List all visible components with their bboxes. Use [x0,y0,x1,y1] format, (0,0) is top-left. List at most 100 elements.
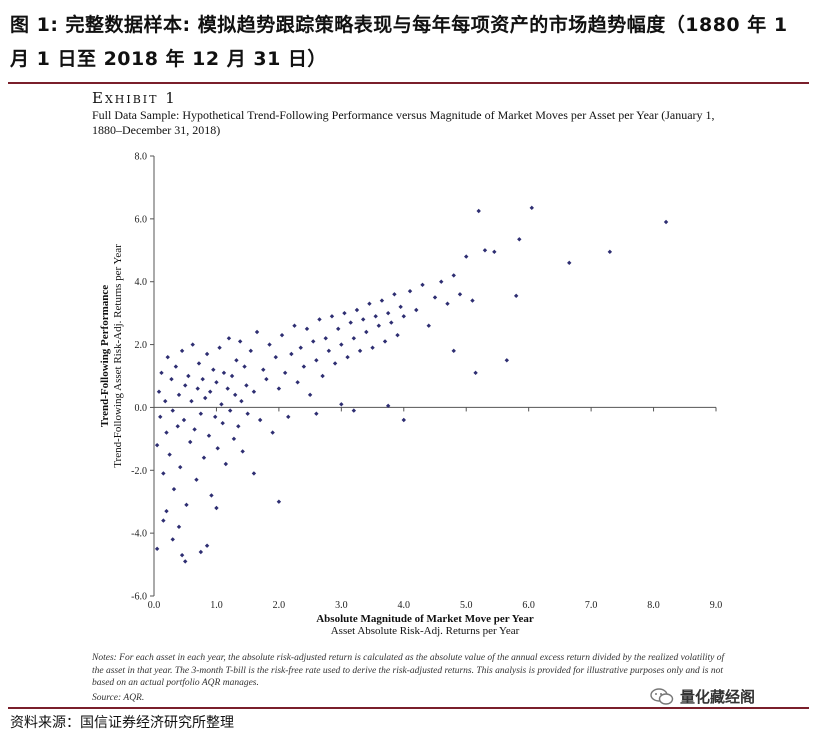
data-point [203,395,208,401]
data-point [176,392,182,398]
data-point [200,376,205,382]
figure-title: 图 1: 完整数据样本: 模拟趋势跟踪策略表现与每年每项资产的市场趋势幅度（18… [10,14,788,70]
data-point [482,248,488,253]
data-point [457,292,463,297]
y-tick-label: -6.0 [131,592,147,603]
data-point [156,389,162,394]
data-point [401,417,406,423]
data-point [232,392,238,398]
y-axis-title: Trend-Following Performance [99,285,111,427]
data-point [432,295,438,300]
data-point [392,292,397,297]
data-point [607,249,613,255]
x-tick-label: 3.0 [335,600,348,611]
data-point [165,354,170,360]
data-point [301,364,307,369]
data-point [529,205,534,211]
data-point [161,471,166,476]
data-point [567,260,572,266]
wechat-icon [650,687,674,706]
data-point [360,317,366,322]
data-point [183,383,188,388]
x-axis-subtitle: Asset Absolute Risk-Adj. Returns per Yea… [331,625,520,637]
data-point [314,358,319,363]
watermark: 量化藏经阁 [650,686,755,707]
data-point [320,373,325,379]
data-point [214,380,219,385]
data-point [473,370,478,376]
data-point [370,345,375,350]
data-point [264,376,269,382]
y-tick-label: 2.0 [135,340,148,351]
data-point [183,559,188,564]
data-point [385,310,391,316]
data-point [304,326,310,332]
footer-source: 资料来源：国信证券经济研究所整理 [10,715,234,731]
data-point [161,518,166,523]
chart-labels: Absolute Magnitude of Market Move per Ye… [99,244,534,637]
data-point [167,452,172,457]
data-point [492,249,497,255]
data-point [204,351,210,357]
data-point [170,408,175,413]
data-point [354,307,360,313]
data-point [470,298,475,303]
y-tick-label: 6.0 [135,214,148,225]
data-point [220,420,225,426]
y-tick-label: -2.0 [131,466,147,477]
x-tick-label: 0.0 [148,600,161,611]
data-point [196,361,202,366]
watermark-text: 量化藏经阁 [680,688,756,706]
data-point [178,464,183,470]
data-point [345,354,350,360]
data-point [170,537,175,542]
x-tick-label: 5.0 [460,600,473,611]
data-point [279,332,285,338]
data-point [476,208,481,214]
notes-source: Source: AQR. [92,692,145,703]
data-point [251,389,257,394]
data-point [190,342,195,347]
data-point [231,436,237,442]
data-point [364,329,369,335]
exhibit-label: Exhibit 1 [92,89,177,107]
data-point [339,402,344,407]
data-point [195,386,200,391]
y-tick-label: -4.0 [131,529,147,540]
data-point [504,358,510,363]
data-point [164,430,169,435]
data-point [171,486,177,492]
data-point [439,279,444,284]
data-point [395,332,400,338]
data-point [217,345,222,350]
x-tick-label: 1.0 [210,600,223,611]
x-tick-label: 6.0 [522,600,535,611]
notes-text: Notes: For each asset in each year, the … [92,653,725,688]
data-point [188,439,193,445]
data-point [214,505,219,511]
data-point [184,502,189,508]
data-point [339,342,344,347]
data-point [513,293,519,299]
data-point [248,348,253,354]
data-point [221,370,227,376]
x-tick-label: 4.0 [398,600,411,611]
data-point [179,348,185,354]
data-point [211,367,216,372]
data-point [189,398,194,404]
data-point [401,314,406,319]
data-point [186,373,191,379]
x-tick-label: 7.0 [585,600,598,611]
data-point [376,323,381,328]
data-point [276,499,282,504]
header-divider [8,82,809,84]
data-point [332,361,338,366]
data-point [517,237,522,242]
y-tick-label: 4.0 [135,277,148,288]
y-tick-label: 0.0 [135,403,148,414]
data-point [154,546,160,552]
y-tick-label: 8.0 [135,152,148,163]
data-point [292,323,297,328]
x-tick-label: 8.0 [647,600,660,611]
